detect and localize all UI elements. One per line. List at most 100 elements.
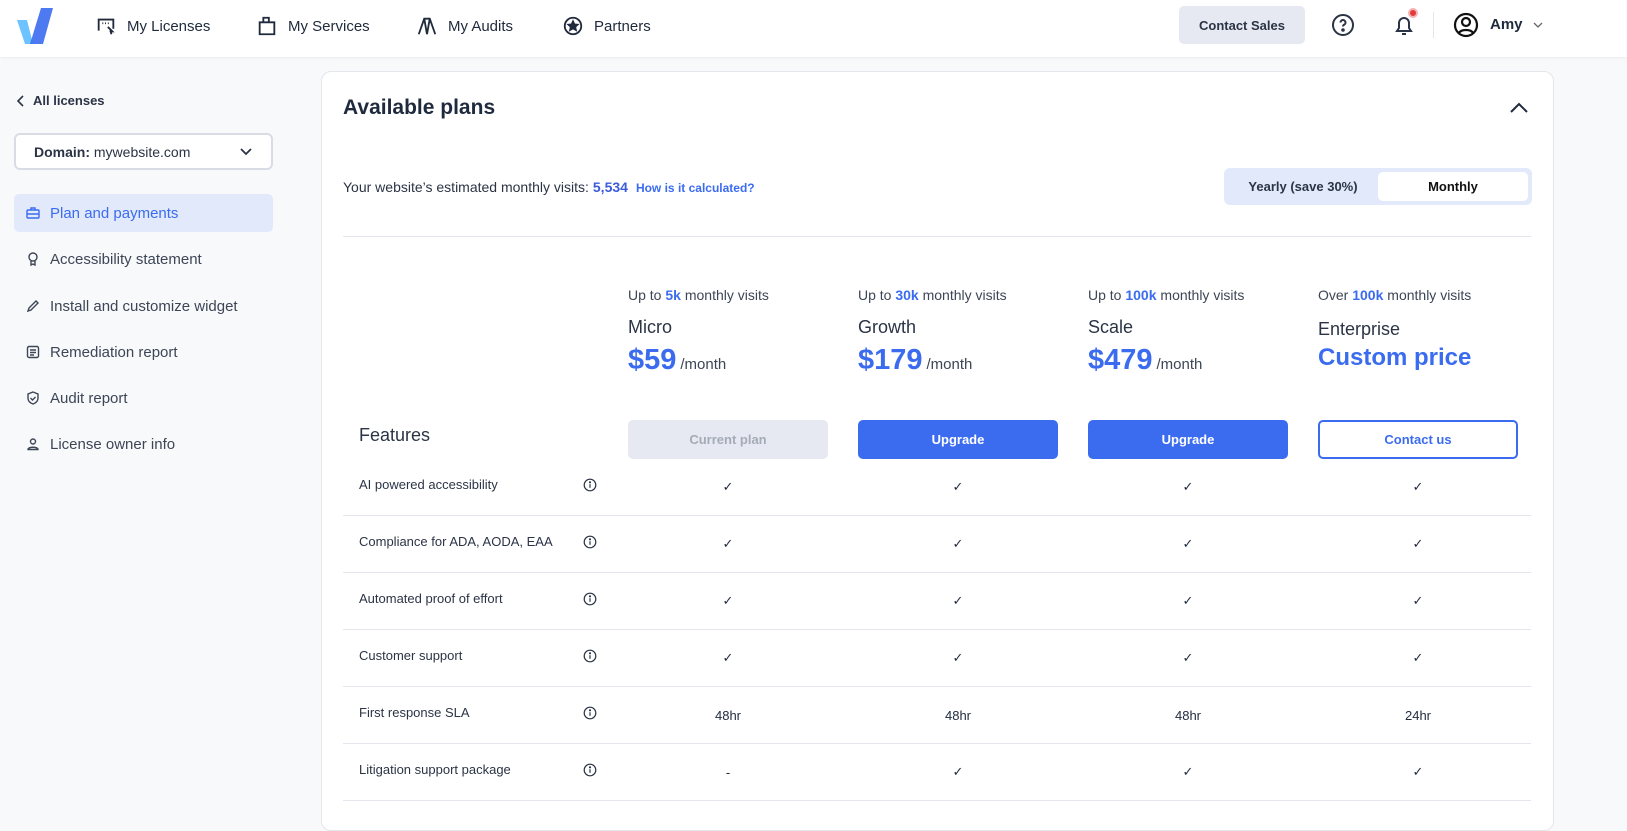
feature-value: ✓ bbox=[722, 650, 734, 665]
shield-check-icon bbox=[27, 391, 39, 405]
feature-value: 48hr bbox=[1174, 707, 1202, 723]
page-title: Available plans bbox=[343, 96, 496, 119]
top-header: My Licenses My Services My Audits Partne… bbox=[0, 0, 1627, 57]
sidebar-item-audit-report[interactable]: Audit report bbox=[14, 379, 273, 417]
sidebar-item-remediation-report[interactable]: Remediation report bbox=[14, 333, 273, 371]
billing-toggle: Yearly (save 30%) Monthly bbox=[1224, 168, 1532, 205]
plan-scale: Up to 100k monthly visits Scale $479/mon… bbox=[1088, 287, 1318, 377]
info-icon[interactable] bbox=[583, 706, 597, 720]
plan-visits-limit: Up to 5k monthly visits bbox=[628, 287, 769, 303]
plan-micro: Up to 5k monthly visits Micro $59/month bbox=[628, 287, 858, 377]
sidebar-item-accessibility-statement[interactable]: Accessibility statement bbox=[14, 240, 273, 278]
feature-value: ✓ bbox=[952, 764, 964, 779]
plan-price: Custom price bbox=[1318, 344, 1472, 371]
feature-row: AI powered accessibility ✓ ✓ ✓ ✓ bbox=[343, 459, 1531, 516]
feature-value: - bbox=[725, 764, 731, 780]
feature-value: ✓ bbox=[1182, 593, 1194, 608]
feature-value: ✓ bbox=[1182, 479, 1194, 494]
feature-row: First response SLA 48hr 48hr 48hr 24hr bbox=[343, 687, 1531, 744]
feature-value: ✓ bbox=[952, 479, 964, 494]
notification-dot bbox=[1408, 8, 1418, 18]
plan-name: Growth bbox=[858, 317, 917, 337]
nav-partners[interactable]: Partners bbox=[562, 15, 651, 37]
feature-value: ✓ bbox=[1412, 479, 1424, 494]
audits-icon bbox=[417, 17, 437, 35]
feature-value: ✓ bbox=[1412, 536, 1424, 551]
info-icon[interactable] bbox=[583, 535, 597, 549]
feature-value: ✓ bbox=[1182, 764, 1194, 779]
chevron-up-icon[interactable] bbox=[1509, 101, 1529, 115]
feature-value: ✓ bbox=[722, 479, 734, 494]
nav-my-audits[interactable]: My Audits bbox=[416, 15, 513, 37]
plan-growth: Up to 30k monthly visits Growth $179/mon… bbox=[858, 287, 1088, 377]
info-icon[interactable] bbox=[583, 478, 597, 492]
feature-value: ✓ bbox=[952, 593, 964, 608]
plan-visits-limit: Up to 100k monthly visits bbox=[1088, 287, 1245, 303]
features-heading: Features bbox=[359, 425, 431, 445]
all-licenses-link[interactable]: All licenses bbox=[17, 93, 105, 108]
feature-value: 48hr bbox=[944, 707, 972, 723]
current-plan-button[interactable]: Current plan bbox=[628, 420, 828, 459]
feature-value: ✓ bbox=[1182, 650, 1194, 665]
help-icon[interactable] bbox=[1331, 13, 1355, 37]
chevron-left-icon bbox=[17, 94, 24, 107]
upgrade-button[interactable]: Upgrade bbox=[858, 420, 1058, 459]
plan-visits-limit: Up to 30k monthly visits bbox=[858, 287, 1007, 303]
user-name[interactable]: Amy bbox=[1490, 16, 1523, 33]
divider bbox=[1433, 12, 1434, 38]
info-icon[interactable] bbox=[583, 592, 597, 606]
feature-label: Compliance for ADA, AODA, EAA bbox=[359, 534, 553, 549]
chevron-down-icon[interactable] bbox=[1532, 20, 1544, 30]
licenses-icon bbox=[97, 18, 115, 35]
nav-my-services[interactable]: My Services bbox=[256, 15, 370, 37]
monthly-option[interactable]: Monthly bbox=[1378, 172, 1528, 201]
how-calculated-link[interactable]: How is it calculated? bbox=[635, 181, 755, 195]
contact-sales-button[interactable]: Contact Sales bbox=[1179, 6, 1305, 44]
sidebar-item-install-widget[interactable]: Install and customize widget bbox=[14, 287, 273, 325]
feature-value: ✓ bbox=[1412, 593, 1424, 608]
feature-value: ✓ bbox=[952, 650, 964, 665]
feature-value: ✓ bbox=[1182, 536, 1194, 551]
feature-label: AI powered accessibility bbox=[359, 477, 498, 492]
info-icon[interactable] bbox=[583, 649, 597, 663]
feature-row: Litigation support package - ✓ ✓ ✓ bbox=[343, 744, 1531, 801]
contact-us-button[interactable]: Contact us bbox=[1318, 420, 1518, 459]
yearly-option[interactable]: Yearly (save 30%) bbox=[1248, 179, 1358, 194]
upgrade-button[interactable]: Upgrade bbox=[1088, 420, 1288, 459]
plan-visits-limit: Over 100k monthly visits bbox=[1318, 287, 1472, 303]
plan-name: Enterprise bbox=[1318, 319, 1401, 339]
feature-label: First response SLA bbox=[359, 705, 470, 720]
nav-my-licenses[interactable]: My Licenses bbox=[95, 15, 210, 37]
briefcase-icon bbox=[26, 207, 40, 219]
feature-value: ✓ bbox=[722, 536, 734, 551]
bell-icon[interactable] bbox=[1393, 13, 1415, 37]
star-icon bbox=[563, 16, 583, 36]
feature-value: 48hr bbox=[714, 707, 742, 723]
plan-name: Micro bbox=[628, 317, 672, 337]
plan-price: $59/month bbox=[628, 344, 727, 376]
plan-price: $479/month bbox=[1088, 344, 1203, 376]
feature-value: 24hr bbox=[1404, 707, 1432, 723]
plan-name: Scale bbox=[1088, 317, 1134, 337]
sidebar-item-license-owner-info[interactable]: License owner info bbox=[14, 425, 273, 463]
feature-row: Compliance for ADA, AODA, EAA ✓ ✓ ✓ ✓ bbox=[343, 516, 1531, 573]
feature-row: Automated proof of effort ✓ ✓ ✓ ✓ bbox=[343, 573, 1531, 630]
feature-value: ✓ bbox=[952, 536, 964, 551]
user-avatar-icon[interactable] bbox=[1453, 12, 1479, 38]
info-icon[interactable] bbox=[583, 763, 597, 777]
domain-select[interactable]: Domain: mywebsite.com bbox=[14, 133, 273, 170]
award-icon bbox=[28, 252, 38, 266]
services-icon bbox=[258, 16, 276, 36]
feature-label: Litigation support package bbox=[359, 762, 511, 777]
document-icon bbox=[26, 345, 40, 359]
divider bbox=[343, 236, 1531, 237]
sidebar-item-plan-and-payments[interactable]: Plan and payments bbox=[14, 194, 273, 232]
feature-label: Automated proof of effort bbox=[359, 591, 503, 606]
feature-value: ✓ bbox=[1412, 764, 1424, 779]
feature-label: Customer support bbox=[359, 648, 463, 663]
estimated-visits: Your website’s estimated monthly visits:… bbox=[343, 179, 755, 195]
pencil-icon bbox=[26, 300, 39, 313]
feature-value: ✓ bbox=[722, 593, 734, 608]
feature-row: Customer support ✓ ✓ ✓ ✓ bbox=[343, 630, 1531, 687]
logo[interactable] bbox=[15, 6, 55, 46]
